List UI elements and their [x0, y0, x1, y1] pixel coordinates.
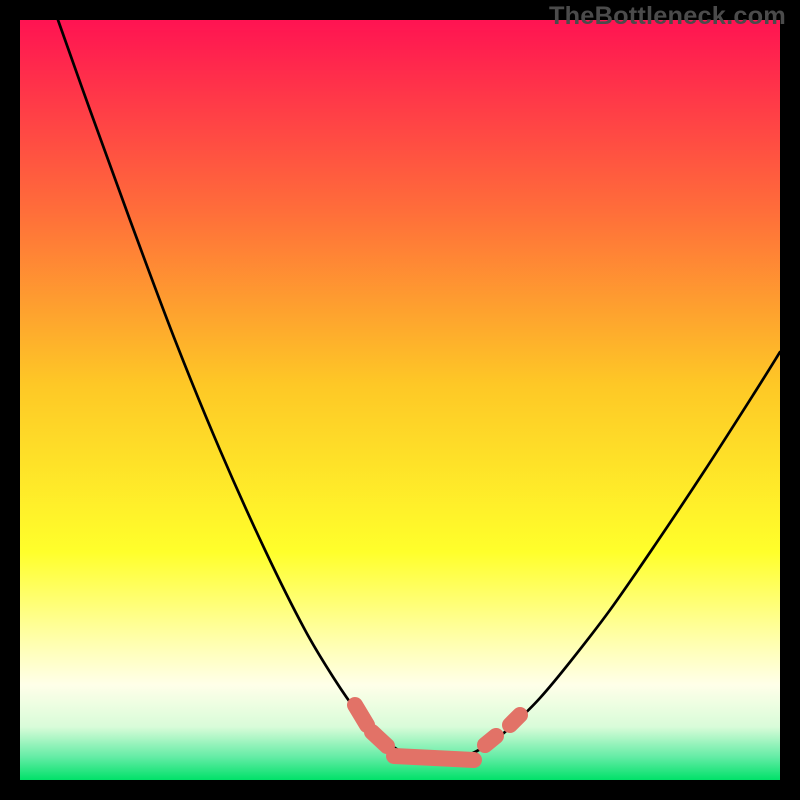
stage: TheBottleneck.com — [0, 0, 800, 800]
plot-area — [20, 20, 780, 780]
bottleneck-curve — [20, 20, 780, 780]
curve-markers — [355, 705, 520, 760]
marker-pill — [355, 705, 367, 725]
marker-pill — [372, 732, 387, 746]
marker-pill — [485, 736, 496, 745]
curve-path — [58, 20, 780, 762]
watermark-text: TheBottleneck.com — [549, 2, 786, 31]
marker-pill — [394, 756, 474, 760]
marker-pill — [510, 715, 520, 725]
